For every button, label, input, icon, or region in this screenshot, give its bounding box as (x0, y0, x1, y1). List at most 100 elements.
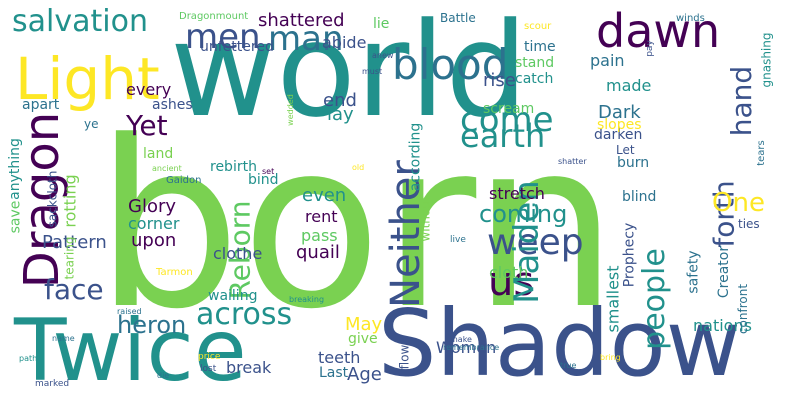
word-twice: Twice (14, 301, 247, 401)
word-tearing: tearing (61, 236, 76, 279)
word-scream: scream (483, 101, 535, 117)
word-glory: Glory (128, 196, 177, 217)
word-light: Light (15, 45, 160, 113)
word-shattered: shattered (258, 10, 345, 31)
word-born: born (95, 93, 619, 360)
word-let: Let (616, 143, 635, 157)
word-price: price (198, 352, 221, 362)
word-rebirth: rebirth (210, 159, 257, 175)
word-lay: lay (327, 104, 354, 125)
word-quail: quail (296, 242, 340, 263)
word-must: must (362, 67, 383, 76)
word-end: end (323, 90, 357, 111)
word-without: without (418, 195, 433, 242)
word-path: path (19, 354, 38, 363)
word-teeth: teeth (318, 348, 361, 367)
word-earth: earth (460, 117, 546, 155)
word-dragonmount: Dragonmount (179, 11, 249, 22)
word-ashes: ashes (152, 97, 193, 113)
word-may: May (345, 314, 383, 335)
word-anything: anything (6, 138, 23, 200)
word-rotting: rotting (60, 173, 80, 228)
word-creator: Creator (716, 245, 733, 299)
word-battle: Battle (440, 11, 476, 25)
word-dawn: dawn (596, 4, 721, 58)
word-every: every (126, 80, 172, 99)
word-prophecy: Prophecy (620, 222, 637, 287)
word-apart: apart (22, 97, 60, 113)
word-coming: coming (479, 200, 568, 228)
word-burn: burn (617, 155, 650, 171)
word-shadow: Shadow (378, 290, 742, 397)
word-darken: darken (594, 127, 643, 143)
word-make: make (450, 335, 472, 344)
word-yet: Yet (126, 109, 168, 142)
word-world: world (170, 0, 528, 146)
word-smallest: smallest (603, 264, 623, 333)
word-break: break (226, 358, 272, 377)
word-weep: weep (487, 222, 584, 263)
word-safety: safety (685, 249, 702, 294)
word-remembrance: remembrance (443, 343, 500, 352)
word-dark: Dark (598, 102, 641, 123)
word-breaking: breaking (289, 295, 325, 304)
word-save: save (6, 200, 23, 233)
word-men: men (185, 17, 261, 57)
word-wailing: wailing (208, 288, 258, 304)
word-bring: bring (600, 353, 621, 362)
word-marked: marked (35, 379, 70, 389)
word-anew: anew (372, 51, 394, 60)
word-across: across (196, 297, 293, 332)
word-raised: raised (117, 307, 142, 316)
word-age: Age (347, 364, 382, 385)
word-lost: lost (200, 364, 217, 374)
word-upon: upon (131, 230, 177, 251)
word-die: die (157, 371, 170, 380)
word-according: according (406, 122, 423, 191)
word-made: made (606, 76, 652, 95)
word-stretch: stretch (489, 184, 545, 203)
word-ye: ye (84, 117, 99, 131)
word-stand: stand (515, 55, 555, 71)
word-land: land (143, 146, 174, 162)
word-unfettered: unfettered (200, 39, 274, 55)
word-set: set (262, 167, 275, 176)
word-us: us (488, 259, 535, 305)
word-wedded: wedded (285, 94, 295, 126)
word-shatter: shatter (558, 157, 587, 166)
word-last: Last (319, 365, 349, 381)
word-true: true (560, 361, 577, 370)
word-name: name (52, 334, 75, 343)
word-tarmon: Tarmon (156, 267, 193, 278)
word-nations: nations (693, 316, 752, 335)
word-blind: blind (622, 189, 657, 205)
word-old: old (352, 163, 365, 172)
word-pattern: Pattern (42, 232, 107, 253)
word-confront: confront (736, 283, 751, 335)
word-gnashing: gnashing (759, 32, 773, 87)
word-catch: catch (515, 71, 554, 87)
word-heron: heron (117, 311, 187, 339)
word-corner: corner (128, 214, 180, 233)
word-scour: scour (524, 21, 552, 32)
word-rise: rise (483, 70, 516, 91)
word-bind: bind (248, 172, 279, 188)
word-slopes: slopes (597, 117, 642, 133)
word-live: live (450, 235, 466, 245)
word-hand: hand (725, 65, 759, 137)
word-ties: ties (738, 217, 760, 231)
word-one: One (712, 188, 765, 218)
word-people: people (636, 248, 672, 350)
word-ancient: ancient (152, 164, 182, 173)
word-clothe: clothe (213, 244, 263, 263)
word-abide: abide (322, 33, 367, 52)
word-lie: lie (373, 16, 390, 32)
word-gaidon: Gaidon (166, 175, 202, 186)
word-flow: flow (396, 344, 411, 369)
word-blood: blood (392, 40, 509, 89)
word-pain: pain (590, 51, 625, 70)
word-salvation: salvation (12, 4, 148, 39)
word-tears: tears (755, 140, 767, 166)
word-even: even (302, 185, 347, 206)
